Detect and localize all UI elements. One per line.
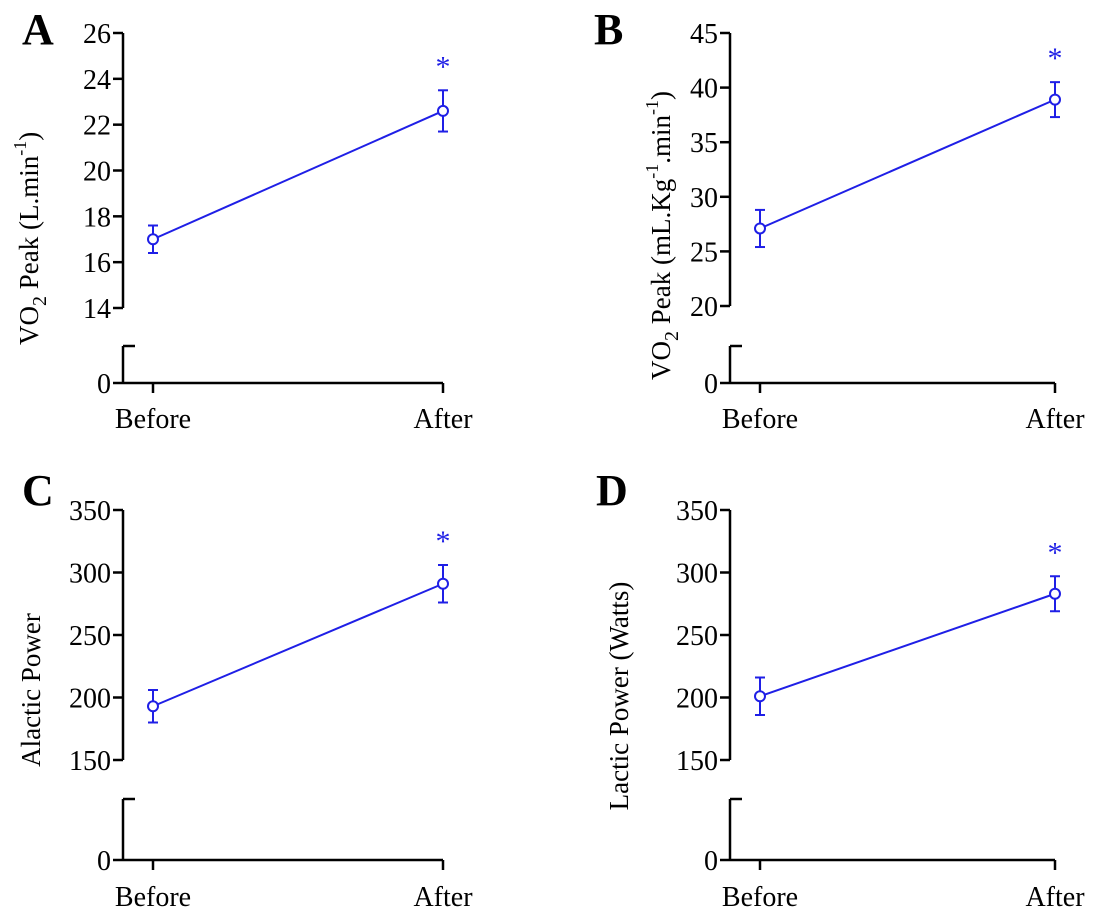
x-tick-label-before-a: Before — [115, 404, 191, 435]
panel-letter-d: D — [596, 466, 628, 515]
data-point-after-c — [437, 577, 449, 590]
y-tick-label-a: 24 — [83, 65, 111, 96]
x-tick-label-after-c: After — [413, 882, 473, 913]
data-point-before-d — [754, 690, 766, 703]
significance-star-a: * — [436, 50, 451, 83]
y-tick-label-b: 30 — [690, 183, 718, 214]
y-tick-label-d: 350 — [676, 496, 718, 527]
significance-star-d: * — [1048, 536, 1063, 569]
y-tick-label-c: 250 — [69, 621, 111, 652]
x-tick-label-before-d: Before — [722, 882, 798, 913]
y-tick-label-d: 300 — [676, 559, 718, 590]
y-tick-label-b: 45 — [690, 19, 718, 50]
data-point-after-b — [1049, 93, 1061, 106]
series-line-a — [152, 110, 444, 241]
y-tick-label-b: 0 — [704, 369, 718, 400]
series-line-b — [759, 98, 1056, 230]
y-tick-label-a: 0 — [97, 369, 111, 400]
y-tick-label-c: 150 — [69, 746, 111, 777]
y-tick-label-c: 300 — [69, 559, 111, 590]
y-tick-label-a: 20 — [83, 157, 111, 188]
x-tick-label-before-b: Before — [722, 404, 798, 435]
y-tick-label-a: 18 — [83, 202, 111, 233]
y-tick-label-b: 35 — [690, 128, 718, 159]
y-tick-label-a: 22 — [83, 111, 111, 142]
x-tick-label-before-c: Before — [115, 882, 191, 913]
y-tick-label-b: 20 — [690, 292, 718, 323]
chart-marks: 0 14 16 18 20 22 24 26 Before After * 0 20 25 30 35 40 45… — [69, 19, 1085, 913]
panel-letter-b: B — [594, 5, 623, 54]
x-tick-label-after-b: After — [1025, 404, 1085, 435]
series-line-d — [759, 592, 1056, 698]
y-tick-label-a: 16 — [83, 248, 111, 279]
y-tick-label-b: 40 — [690, 74, 718, 105]
y-tick-label-d: 250 — [676, 621, 718, 652]
y-tick-label-d: 150 — [676, 746, 718, 777]
data-point-before-a — [147, 233, 159, 246]
significance-star-b: * — [1048, 42, 1063, 75]
x-tick-label-after-a: After — [413, 404, 473, 435]
y-tick-label-c: 350 — [69, 496, 111, 527]
y-axis-title-b: VO2 Peak (mL.Kg-1.min-1) — [642, 91, 683, 380]
y-tick-label-b: 25 — [690, 237, 718, 268]
data-point-before-c — [147, 700, 159, 713]
y-tick-label-a: 14 — [83, 294, 111, 325]
y-axis-title-c: Alactic Power — [16, 613, 46, 767]
y-tick-label-a: 26 — [83, 19, 111, 50]
data-point-before-b — [754, 222, 766, 235]
y-axis-title-d: Lactic Power (Watts) — [604, 582, 634, 811]
data-point-after-d — [1049, 587, 1061, 600]
series-line-c — [152, 582, 444, 708]
y-tick-label-c: 0 — [97, 846, 111, 877]
panel-letter-c: C — [22, 466, 54, 515]
x-tick-label-after-d: After — [1025, 882, 1085, 913]
y-tick-label-d: 200 — [676, 684, 718, 715]
y-tick-label-d: 0 — [704, 846, 718, 877]
y-tick-label-c: 200 — [69, 684, 111, 715]
panel-letter-a: A — [22, 5, 54, 54]
significance-star-c: * — [436, 525, 451, 558]
data-point-after-a — [437, 104, 449, 117]
y-axis-title-a: VO2 Peak (L.min-1) — [10, 132, 51, 345]
